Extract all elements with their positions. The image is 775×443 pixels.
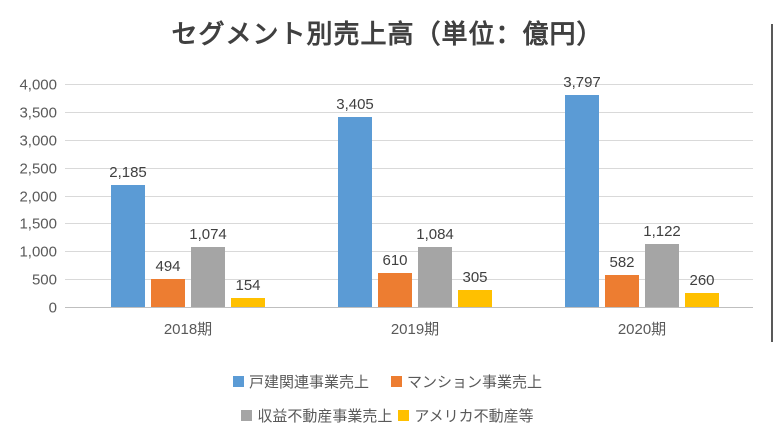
legend: 戸建関連事業売上 マンション事業売上 収益不動産事業売上 アメリカ不動産等 <box>0 369 775 437</box>
legend-label: マンション事業売上 <box>407 374 543 391</box>
right-border-line <box>771 24 773 342</box>
bar-value-label: 582 <box>609 254 635 271</box>
legend-marker <box>232 376 244 387</box>
legend-marker <box>398 410 410 421</box>
gridline <box>65 223 753 225</box>
bar: 610 <box>378 252 412 307</box>
y-tick-label: 0 <box>48 299 57 317</box>
bar: 3,405 <box>336 96 374 307</box>
bar-value-label: 305 <box>462 269 488 286</box>
bar-value-label: 3,405 <box>336 96 374 113</box>
bar: 582 <box>605 254 639 307</box>
gridline <box>65 111 753 113</box>
bar-value-label: 610 <box>382 252 408 269</box>
bar: 154 <box>231 277 265 307</box>
bar: 305 <box>458 269 492 307</box>
bar: 260 <box>685 272 719 307</box>
y-tick-label: 500 <box>31 271 57 289</box>
legend-marker <box>391 376 402 387</box>
y-tick-label: 1,500 <box>19 215 57 233</box>
legend-marker <box>241 410 253 421</box>
bar-value-label: 1,074 <box>189 226 227 243</box>
x-axis-label: 2018期 <box>163 321 213 338</box>
x-axis-line <box>65 307 753 308</box>
legend-item: 収益不動産事業売上 <box>241 405 392 426</box>
bar-value-label: 260 <box>689 272 715 289</box>
bar-group: 3,797 582 1,122 260 <box>563 74 719 307</box>
bar: 1,074 <box>189 226 227 307</box>
x-axis-label: 2020期 <box>617 321 667 338</box>
chart-title: セグメント別売上高（単位：億円） <box>171 19 604 49</box>
bar: 1,084 <box>416 226 454 307</box>
legend-label: アメリカ不動産等 <box>414 408 534 425</box>
bar: 1,122 <box>643 223 681 307</box>
bar: 494 <box>151 258 185 307</box>
gridline <box>65 84 753 85</box>
gridline <box>65 139 753 141</box>
y-axis: 0 500 1,000 1,500 2,000 2,500 3,000 3,500 4,000 <box>0 77 57 317</box>
bar-group: 2,185 494 1,074 154 <box>109 164 265 307</box>
bar-group: 3,405 610 1,084 305 <box>336 96 492 307</box>
y-tick-label: 2,500 <box>19 160 57 178</box>
y-tick-label: 3,000 <box>19 132 57 150</box>
bar-value-label: 1,122 <box>643 223 681 240</box>
plot-area: 2,185 494 1,074 154 3,405 610 1,084 305 3,797 582… <box>65 74 753 308</box>
bar: 3,797 <box>563 74 601 307</box>
legend-label: 戸建関連事業売上 <box>248 374 369 391</box>
legend-row: 戸建関連事業売上 マンション事業売上 <box>0 369 775 394</box>
bar-value-label: 1,084 <box>416 226 454 243</box>
bar-value-label: 2,185 <box>109 164 147 181</box>
bar-value-label: 3,797 <box>563 74 601 91</box>
y-tick-label: 1,000 <box>19 243 57 261</box>
y-tick-label: 2,000 <box>19 188 57 205</box>
legend-item: アメリカ不動産等 <box>398 405 534 426</box>
bar-value-label: 494 <box>155 258 181 275</box>
y-tick-label: 4,000 <box>19 76 57 94</box>
bar: 2,185 <box>109 164 147 307</box>
gridline <box>65 251 753 253</box>
y-tick-label: 3,500 <box>19 104 57 122</box>
legend-label: 収益不動産事業売上 <box>257 408 393 425</box>
legend-row: 収益不動産事業売上 アメリカ不動産等 <box>0 403 775 428</box>
gridline <box>65 195 753 197</box>
legend-item: 戸建関連事業売上 <box>232 371 369 392</box>
gridline <box>65 167 753 169</box>
x-axis-label: 2019期 <box>390 321 440 338</box>
bar-value-label: 154 <box>235 277 261 294</box>
legend-item: マンション事業売上 <box>391 371 542 392</box>
